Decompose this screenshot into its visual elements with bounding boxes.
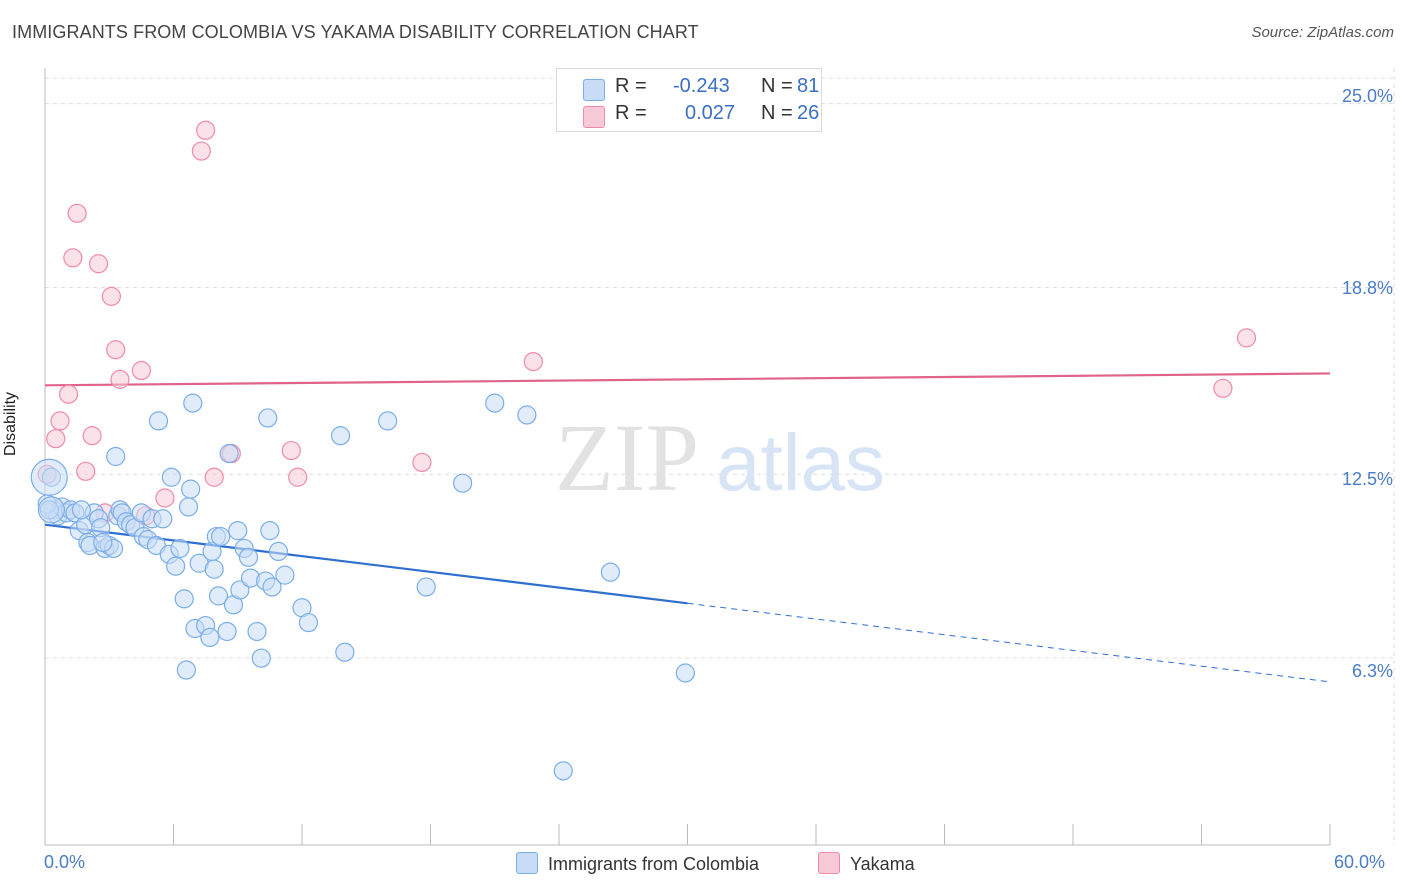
- legend-r-label: R =: [615, 75, 647, 97]
- point-colombia: [517, 405, 537, 425]
- x-tick-label-max: 60.0%: [1334, 852, 1386, 872]
- point-yakama: [281, 440, 301, 461]
- point-colombia: [181, 479, 201, 499]
- point-colombia: [219, 443, 239, 464]
- point-yakama: [110, 369, 130, 389]
- point-colombia: [275, 565, 295, 585]
- legend-n-value: 81: [797, 75, 820, 97]
- point-yakama: [523, 351, 543, 372]
- point-colombia: [228, 521, 248, 541]
- bottom-legend-swatch-blue: [516, 852, 538, 874]
- point-colombia: [170, 538, 190, 559]
- point-yakama: [67, 203, 87, 223]
- point-yakama: [1213, 378, 1233, 398]
- data-points: [30, 120, 1257, 781]
- point-colombia: [174, 589, 194, 609]
- legend-r-label: R =: [615, 102, 647, 124]
- point-colombia: [148, 411, 169, 431]
- x-tick-label-min: 0.0%: [44, 852, 86, 872]
- point-yakama: [196, 120, 216, 140]
- point-yakama: [1236, 328, 1257, 348]
- y-tick-label: 6.3%: [1351, 661, 1393, 681]
- point-colombia: [675, 663, 695, 683]
- point-yakama: [63, 248, 83, 268]
- point-colombia: [298, 612, 319, 633]
- legend-r-value: -0.243: [673, 75, 730, 97]
- point-colombia: [178, 497, 199, 517]
- point-yakama: [204, 467, 224, 487]
- point-colombia: [247, 621, 267, 642]
- source-label: Source: ZipAtlas.com: [1251, 24, 1394, 41]
- point-yakama: [288, 467, 308, 487]
- bottom-legend-swatch-pink: [818, 852, 840, 874]
- point-yakama: [131, 360, 151, 381]
- point-yakama: [88, 254, 109, 274]
- watermark-atlas: atlas: [716, 418, 885, 507]
- watermark-zip: ZIP: [555, 404, 699, 511]
- bottom-legend-label: Yakama: [850, 854, 915, 874]
- point-yakama: [191, 141, 211, 161]
- point-yakama: [58, 384, 79, 404]
- point-yakama: [82, 426, 102, 446]
- point-yakama: [106, 340, 126, 360]
- point-yakama: [46, 429, 66, 449]
- point-yakama: [155, 488, 175, 508]
- point-colombia: [217, 621, 237, 642]
- point-colombia: [600, 562, 621, 582]
- point-colombia: [378, 411, 398, 431]
- point-colombia: [166, 556, 186, 576]
- point-colombia: [204, 559, 224, 579]
- point-colombia: [93, 532, 113, 553]
- bottom-legend-yakama[interactable]: Yakama: [818, 852, 915, 875]
- legend-r-value: 0.027: [685, 102, 736, 124]
- point-colombia: [553, 761, 573, 781]
- point-colombia: [262, 577, 282, 597]
- point-colombia: [251, 648, 271, 668]
- point-colombia: [211, 526, 231, 547]
- y-tick-label: 12.5%: [1341, 469, 1393, 489]
- point-colombia: [330, 426, 351, 446]
- point-colombia: [153, 509, 173, 529]
- legend-n-label: N =: [761, 75, 793, 97]
- point-colombia: [230, 580, 250, 600]
- legend-n-value: 26: [797, 102, 820, 124]
- point-yakama: [101, 286, 121, 306]
- point-colombia: [183, 393, 203, 413]
- point-yakama: [50, 411, 70, 431]
- y-tick-label: 25.0%: [1341, 86, 1393, 106]
- point-colombia: [176, 660, 196, 680]
- point-colombia: [71, 500, 92, 520]
- point-colombia: [268, 541, 289, 562]
- point-colombia: [258, 408, 278, 428]
- point-colombia: [208, 586, 229, 606]
- point-colombia: [238, 547, 259, 567]
- y-tick-label: 18.8%: [1341, 278, 1393, 298]
- chart-title: IMMIGRANTS FROM COLOMBIA VS YAKAMA DISAB…: [12, 22, 699, 42]
- point-yakama: [412, 452, 432, 473]
- legend-swatch-blue: [583, 79, 605, 101]
- point-colombia: [106, 446, 126, 467]
- legend-box: R = -0.243 N = 81 R = 0.027 N = 26: [556, 68, 822, 132]
- point-yakama: [76, 461, 96, 481]
- point-colombia: [260, 521, 280, 541]
- bottom-legend-colombia[interactable]: Immigrants from Colombia: [516, 852, 759, 875]
- trend-line-colombia-dashed: [687, 602, 1331, 683]
- point-colombia: [200, 627, 220, 648]
- point-colombia: [485, 393, 505, 413]
- legend-swatch-pink: [583, 106, 605, 128]
- legend-n-label: N =: [761, 102, 793, 124]
- point-colombia: [335, 642, 355, 662]
- axes: [44, 68, 1331, 846]
- trend-line-yakama: [44, 372, 1331, 387]
- point-colombia: [161, 467, 181, 487]
- point-colombia-large: [30, 458, 68, 496]
- point-colombia: [453, 473, 473, 493]
- bottom-legend-label: Immigrants from Colombia: [548, 854, 760, 874]
- point-colombia-large: [37, 496, 66, 524]
- point-colombia: [416, 577, 436, 597]
